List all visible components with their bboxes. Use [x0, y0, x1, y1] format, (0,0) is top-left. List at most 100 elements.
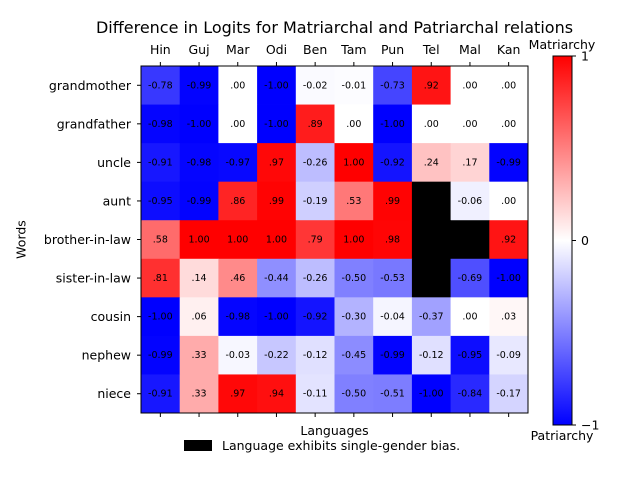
cell-value-label: .06 — [191, 312, 206, 323]
heatmap-cell — [257, 258, 297, 298]
heatmap-cell — [334, 181, 374, 221]
y-tick-label: uncle — [97, 155, 131, 170]
heatmap-cell — [411, 181, 451, 221]
heatmap-cell — [373, 220, 413, 260]
heatmap-cell — [257, 66, 297, 105]
heatmap-cell — [334, 220, 374, 260]
heatmap-cell — [489, 143, 529, 183]
y-tick-label: niece — [97, 386, 131, 401]
cell-value-label: .81 — [153, 273, 168, 284]
cell-value-label: -0.12 — [419, 350, 444, 361]
heatmap-cell — [450, 66, 490, 105]
cell-value-label: -0.19 — [303, 196, 328, 207]
heatmap-cell — [257, 220, 297, 260]
cell-value-label: .46 — [230, 273, 245, 284]
heatmap-cell — [373, 258, 413, 298]
heatmap-cell — [373, 104, 413, 144]
heatmap-cell — [295, 143, 335, 183]
y-tick-label: brother-in-law — [44, 232, 131, 247]
cell-value-label: .00 — [501, 80, 516, 91]
cell-value-label: 1.00 — [266, 235, 287, 246]
heatmap-cell — [411, 297, 451, 337]
cell-value-label: -1.00 — [264, 119, 289, 130]
y-axis: grandmother grandfather uncle aunt brother-i… — [44, 78, 141, 401]
cell-value-label: -0.06 — [458, 196, 483, 207]
cell-value-label: .17 — [462, 157, 477, 168]
cell-value-label: 1.00 — [343, 235, 364, 246]
cell-value-label: -0.17 — [496, 389, 521, 400]
heatmap-cell — [373, 66, 413, 105]
heatmap-cell — [295, 335, 335, 375]
heatmap-cell — [179, 335, 219, 375]
x-tick-label: Pun — [381, 42, 404, 57]
heatmap-cell — [218, 104, 258, 144]
heatmap-cell — [334, 104, 374, 144]
cell-value-label: .00 — [424, 119, 439, 130]
heatmap-cell — [411, 258, 451, 298]
heatmap-cell — [141, 181, 181, 221]
cell-value-label: -0.11 — [303, 389, 328, 400]
heatmap-cell — [450, 181, 490, 221]
cell-value-label: .00 — [346, 119, 361, 130]
heatmap-cell — [179, 181, 219, 221]
heatmap-cell — [411, 66, 451, 105]
cell-value-label: -0.09 — [496, 350, 521, 361]
heatmap-cell — [450, 374, 490, 414]
heatmap-cell — [218, 181, 258, 221]
heatmap-cell — [179, 258, 219, 298]
heatmap-cell — [373, 297, 413, 337]
cell-value-label: .94 — [269, 389, 284, 400]
cell-value-label: -0.01 — [342, 80, 367, 91]
cell-value-label: -0.98 — [225, 312, 250, 323]
heatmap-cell — [257, 335, 297, 375]
x-tick-label: Guj — [189, 42, 210, 57]
cell-value-label: .00 — [462, 80, 477, 91]
x-tick-label: Tel — [422, 42, 440, 57]
cell-value-label: -0.98 — [187, 157, 212, 168]
heatmap-cell — [489, 335, 529, 375]
cell-value-label: -0.02 — [303, 80, 328, 91]
cell-value-label: -0.69 — [458, 273, 483, 284]
cell-value-label: .58 — [153, 235, 168, 246]
x-tick-label: Ben — [303, 42, 327, 57]
heatmap-cell — [295, 220, 335, 260]
heatmap-cell — [295, 374, 335, 414]
cell-value-label: -0.95 — [148, 196, 173, 207]
cell-value-label: -0.50 — [342, 273, 367, 284]
cell-value-label: -0.99 — [148, 350, 173, 361]
heatmap-cell — [489, 220, 529, 260]
cell-value-label: -0.44 — [264, 273, 289, 284]
cell-value-label: -1.00 — [187, 119, 212, 130]
cell-value-label: .14 — [191, 273, 206, 284]
cell-value-label: -0.37 — [419, 312, 444, 323]
heatmap-cell — [411, 374, 451, 414]
legend: Language exhibits single-gender bias. — [184, 438, 460, 453]
cell-value-label: -1.00 — [380, 119, 405, 130]
cell-value-label: -0.97 — [225, 157, 250, 168]
heatmap-cell — [334, 66, 374, 105]
heatmap-cell — [257, 297, 297, 337]
cell-value-label: -1.00 — [148, 312, 173, 323]
heatmap-cell — [373, 181, 413, 221]
cell-value-label: .53 — [346, 196, 361, 207]
cell-value-label: -0.91 — [148, 389, 173, 400]
heatmap-cell — [334, 143, 374, 183]
y-tick-label: grandfather — [57, 116, 132, 131]
heatmap-cell-labels: -0.78 -0.99 .00 -1.00 -0.02 -0.01 -0.73 .92 .00.… — [148, 80, 521, 399]
colorbar: Matriarchy Patriarchy 1 0 −1 — [529, 37, 600, 443]
heatmap-cell — [141, 297, 181, 337]
cell-value-label: -0.92 — [303, 312, 328, 323]
x-axis: Hin Guj Mar Odi Ben Tam Pun Tel Mal Kan — [150, 42, 520, 417]
cell-value-label: .33 — [191, 389, 206, 400]
cell-value-label: .86 — [230, 196, 245, 207]
cell-value-label: -0.51 — [380, 389, 405, 400]
heatmap-cell — [179, 143, 219, 183]
heatmap-cell — [373, 143, 413, 183]
heatmap-cell — [179, 66, 219, 105]
heatmap-cell — [179, 220, 219, 260]
cell-value-label: -0.50 — [342, 389, 367, 400]
cell-value-label: .00 — [462, 119, 477, 130]
y-tick-label: nephew — [82, 348, 131, 363]
x-tick-label: Mal — [459, 42, 481, 57]
